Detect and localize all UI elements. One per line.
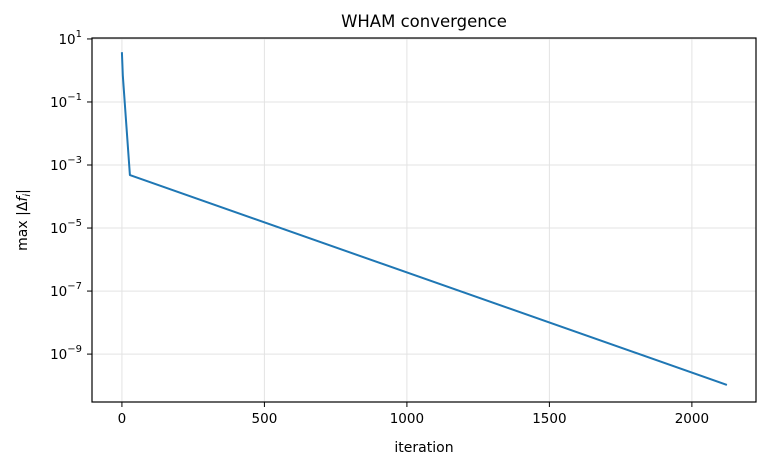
y-tick-label: 10−1 bbox=[50, 92, 82, 111]
series-line bbox=[120, 52, 728, 386]
chart-title: WHAM convergence bbox=[341, 12, 507, 31]
x-tick-label: 0 bbox=[118, 411, 127, 427]
x-tick-label: 500 bbox=[252, 411, 278, 427]
y-tick-label: 10−9 bbox=[50, 344, 82, 363]
x-tick-label: 1500 bbox=[532, 411, 566, 427]
y-tick-label: 10−7 bbox=[50, 281, 82, 300]
grid bbox=[92, 38, 756, 402]
plot-frame bbox=[91, 37, 757, 403]
ticks: 0 500 1000 1500 2000 101 10−1 10−3 10−5 10−7 10−9 bbox=[50, 29, 709, 427]
y-tick-label: 10−5 bbox=[50, 218, 82, 237]
y-tick-label: 10−3 bbox=[50, 155, 82, 174]
y-axis-label: max |Δfi| bbox=[15, 189, 33, 251]
x-tick-label: 2000 bbox=[675, 411, 709, 427]
x-tick-label: 1000 bbox=[390, 411, 424, 427]
y-tick-label: 101 bbox=[58, 29, 82, 48]
x-axis-label: iteration bbox=[394, 440, 453, 456]
